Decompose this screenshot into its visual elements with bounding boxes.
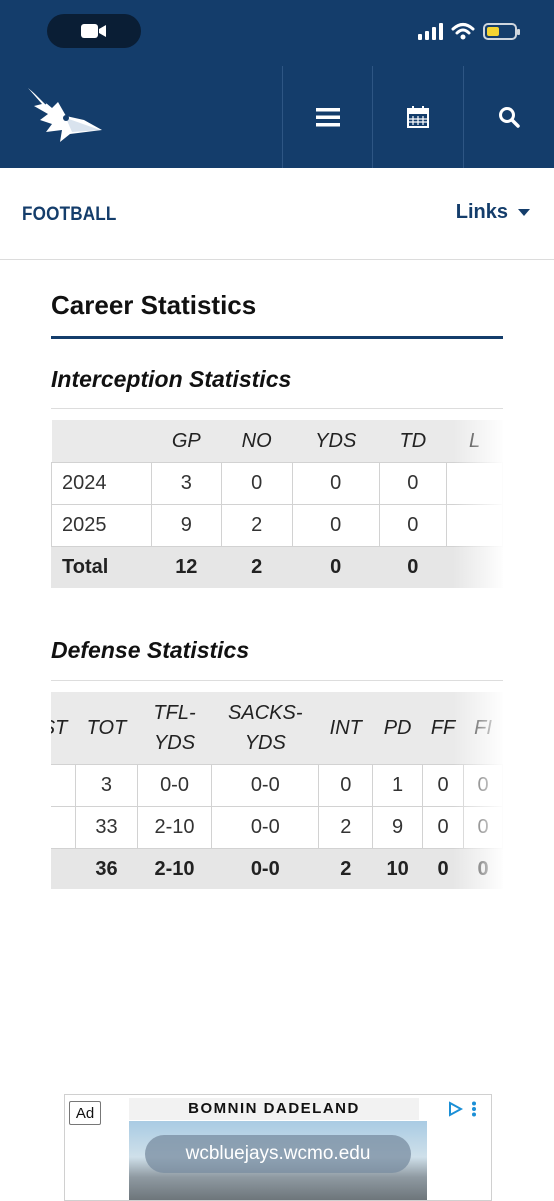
total-cell: 2-10: [136, 847, 213, 889]
defense-col-header[interactable]: TFL- YDS: [137, 692, 212, 764]
section-divider: [51, 408, 503, 409]
total-cell: 12: [151, 545, 222, 588]
total-cell: 2: [318, 847, 374, 889]
total-cell: 0: [378, 545, 448, 588]
table-cell: 2024: [51, 461, 153, 505]
table-cell: 0: [421, 805, 465, 849]
total-row: Total 12 2 0 0: [51, 545, 503, 588]
defense-section-title: Defense Statistics: [51, 637, 250, 663]
ad-url[interactable]: wcbluejays.wcmo.edu: [145, 1135, 411, 1173]
defense-col-header[interactable]: INT: [318, 692, 373, 764]
table-cell: 2-10: [136, 805, 213, 849]
total-cell: 2: [220, 545, 293, 588]
table-cell: 2: [318, 805, 374, 849]
adchoices-icon[interactable]: [447, 1101, 463, 1117]
table-cell: 3: [75, 763, 138, 807]
sport-nav: FOOTBALL Links: [0, 168, 554, 260]
total-cell: 36: [75, 847, 138, 889]
total-cell: [51, 847, 77, 889]
calendar-button[interactable]: [372, 66, 463, 168]
title-divider: [51, 336, 503, 339]
table-row: 33 2-10 0-0 2 9 0 0: [51, 805, 503, 849]
calendar-icon: [407, 106, 429, 128]
table-cell: 2025: [51, 503, 153, 547]
table-cell: 0: [378, 503, 448, 547]
menu-button[interactable]: [282, 66, 373, 168]
table-row: 3 0-0 0-0 0 1 0 0: [51, 763, 503, 807]
battery-icon: [483, 22, 520, 40]
table-cell: [446, 461, 503, 505]
table-cell: 0: [421, 763, 465, 807]
interception-col-header[interactable]: [51, 420, 152, 462]
table-cell: 0: [318, 763, 374, 807]
total-row: 36 2-10 0-0 2 10 0 0: [51, 847, 503, 889]
table-row: 2025 9 2 0 0: [51, 503, 503, 547]
table-cell: [446, 503, 503, 547]
ad-badge: Ad: [69, 1101, 101, 1125]
interception-table-container[interactable]: GP NO YDS TD L 2024 3 0 0 0 2025 9 2 0 0 Total 12 2 0 0: [51, 420, 503, 588]
table-cell: 3: [151, 461, 222, 505]
cellular-signal-icon: [418, 22, 443, 40]
total-cell: [446, 545, 503, 588]
interception-section-title: Interception Statistics: [51, 366, 292, 392]
chevron-down-icon: [518, 209, 530, 216]
total-cell: 0: [291, 545, 380, 588]
table-cell: 1: [372, 763, 423, 807]
defense-col-header[interactable]: FF: [422, 692, 464, 764]
defense-col-header[interactable]: SACKS- YDS: [211, 692, 319, 764]
total-cell: Total: [51, 545, 153, 588]
page-title: Career Statistics: [51, 290, 257, 320]
status-icons: [418, 22, 520, 40]
links-dropdown[interactable]: Links: [456, 201, 530, 224]
defense-col-header[interactable]: FI: [463, 692, 503, 764]
table-cell: [51, 763, 77, 807]
table-cell: 0-0: [136, 763, 213, 807]
table-cell: 0: [463, 763, 503, 807]
table-row: 2024 3 0 0 0: [51, 461, 503, 505]
site-header: [0, 0, 554, 168]
defense-col-header[interactable]: PD: [372, 692, 423, 764]
sport-title[interactable]: FOOTBALL: [22, 204, 117, 225]
table-cell: 0: [463, 805, 503, 849]
total-cell: 0: [421, 847, 465, 889]
camera-indicator: [47, 14, 141, 48]
interception-col-header[interactable]: NO: [221, 420, 293, 462]
interception-col-header[interactable]: L: [446, 420, 503, 462]
bluejay-logo-icon: [28, 88, 102, 142]
table-cell: 2: [220, 503, 293, 547]
total-cell: 0-0: [211, 847, 320, 889]
table-cell: 0: [291, 503, 380, 547]
total-cell: 10: [372, 847, 423, 889]
interception-table: GP NO YDS TD L 2024 3 0 0 0 2025 9 2 0 0 Total 12 2 0 0: [51, 420, 503, 588]
table-cell: 9: [151, 503, 222, 547]
table-cell: 0: [378, 461, 448, 505]
ad-brand[interactable]: BOMNIN DADELAND: [129, 1098, 419, 1120]
total-cell: 0: [463, 847, 503, 889]
search-button[interactable]: [463, 66, 554, 168]
table-cell: 0-0: [211, 805, 320, 849]
defense-col-header[interactable]: TOT: [75, 692, 138, 764]
table-cell: 0: [220, 461, 293, 505]
table-cell: 33: [75, 805, 138, 849]
table-cell: 0: [291, 461, 380, 505]
more-options-icon[interactable]: [471, 1101, 477, 1117]
interception-col-header[interactable]: GP: [151, 420, 221, 462]
section-divider: [51, 680, 503, 681]
interception-col-header[interactable]: TD: [379, 420, 447, 462]
video-camera-icon: [81, 24, 106, 38]
advertisement[interactable]: Ad BOMNIN DADELAND wcbluejays.wcmo.edu: [64, 1094, 492, 1201]
table-cell: [51, 805, 77, 849]
interception-col-header[interactable]: YDS: [292, 420, 380, 462]
ad-choices[interactable]: [447, 1101, 477, 1117]
defense-col-header[interactable]: ST: [51, 692, 76, 764]
bluejay-logo[interactable]: [22, 86, 104, 152]
table-cell: 9: [372, 805, 423, 849]
search-icon: [499, 107, 520, 128]
wifi-icon: [451, 23, 475, 40]
links-label: Links: [455, 201, 508, 223]
table-cell: 0-0: [211, 763, 320, 807]
hamburger-menu-icon: [316, 108, 340, 127]
